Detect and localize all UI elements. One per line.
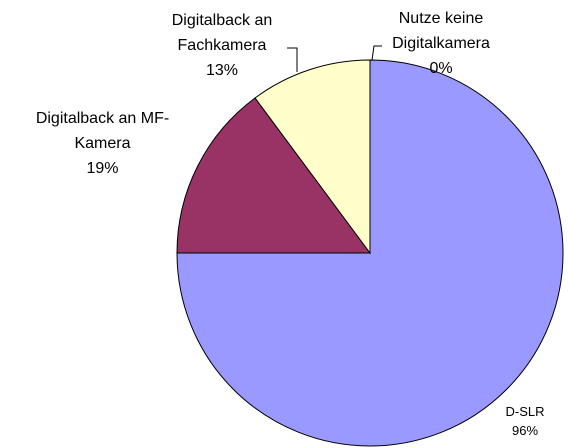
pie-slice xyxy=(176,97,371,254)
pie-slice xyxy=(176,59,564,447)
value-label: 0% xyxy=(429,60,453,77)
category-label: Digitalback an Fachkamera xyxy=(171,12,273,54)
value-label: 96% xyxy=(511,423,539,438)
category-label: Digitalback an MF-Kamera xyxy=(35,110,170,152)
leader-line xyxy=(371,45,382,61)
pie-slice xyxy=(254,59,371,255)
value-label: 13% xyxy=(205,62,239,79)
leader-line xyxy=(287,47,298,72)
category-label: Nutze keine Digitalkamera xyxy=(392,10,490,52)
slice-label: Nutze keine Digitalkamera 0% xyxy=(382,6,500,81)
category-label: D-SLR xyxy=(505,404,545,419)
value-label: 19% xyxy=(86,160,119,177)
slice-label: Digitalback an Fachkamera 13% xyxy=(157,8,287,83)
slice-label: D-SLR 96% xyxy=(495,402,555,440)
slice-label: Digitalback an MF-Kamera 19% xyxy=(10,106,195,181)
